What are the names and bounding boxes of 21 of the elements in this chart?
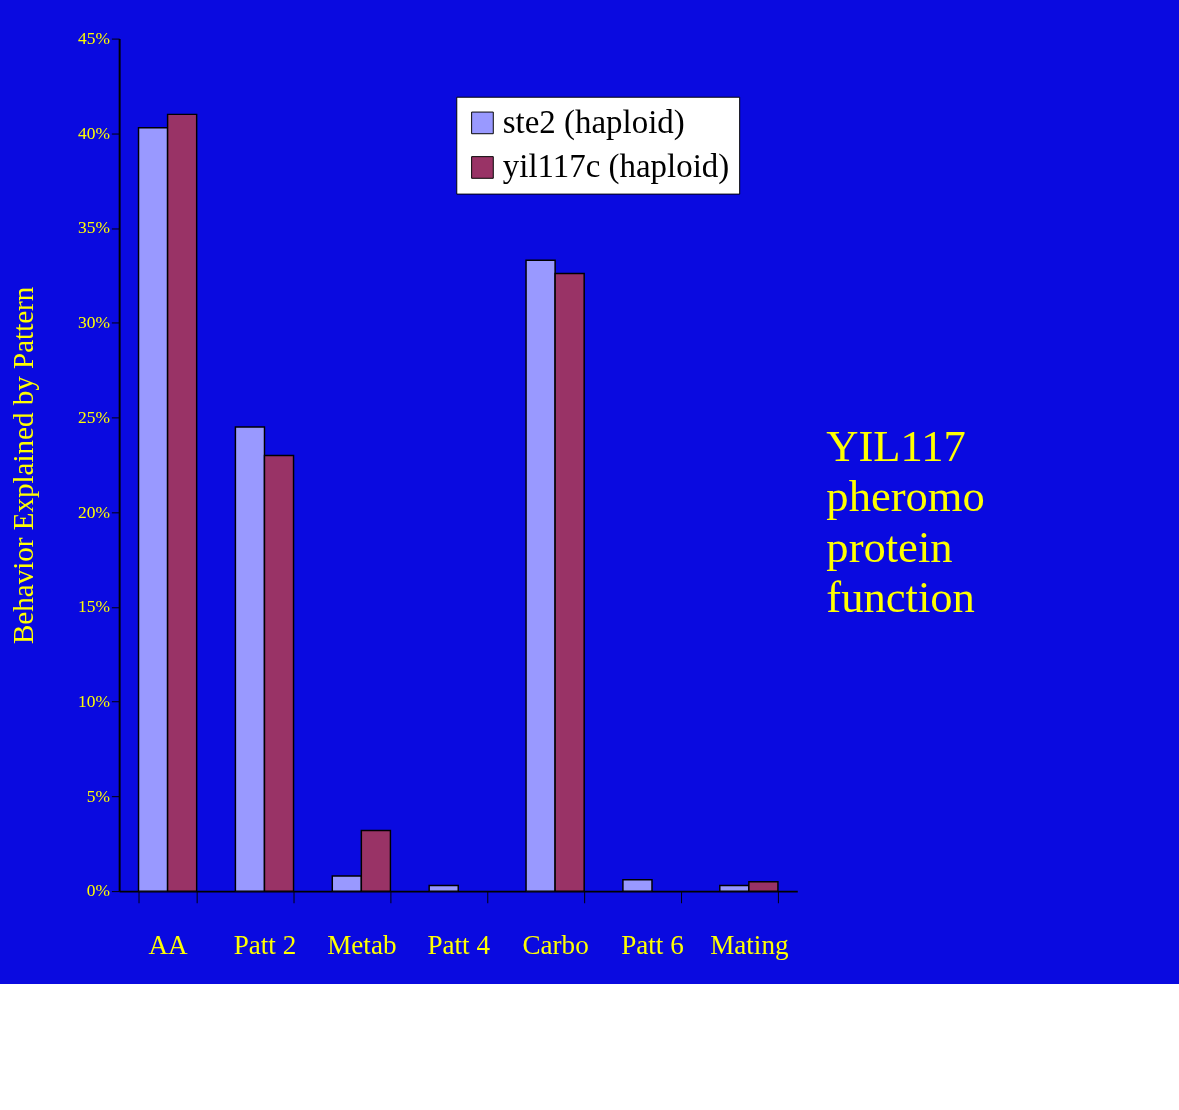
y-axis-title: Behavior Explained by Pattern [7, 286, 40, 645]
legend-label: ste2 (haploid) [502, 103, 685, 141]
y-tick-label: 0% [86, 880, 110, 901]
y-tick-label: 15% [78, 596, 110, 617]
x-tick-label: Patt 2 [233, 929, 297, 960]
x-tick-label: AA [148, 929, 189, 960]
x-tick-label: Mating [710, 929, 789, 960]
y-tick-label: 25% [78, 406, 110, 427]
y-tick-label: 20% [78, 501, 110, 522]
y-tick-label: 45% [78, 27, 110, 48]
legend-label: yil117c (haploid) [502, 148, 730, 186]
y-tick-label: 35% [78, 217, 110, 238]
x-tick-label: Metab [327, 929, 397, 960]
x-tick-label: Carbo [522, 929, 589, 960]
text: YIL117 pheromo protein function [826, 421, 985, 623]
y-tick-label: 30% [78, 312, 110, 333]
y-tick-label: 40% [78, 122, 110, 143]
x-tick-label: Patt 4 [427, 929, 491, 960]
y-tick-label: 10% [78, 691, 110, 712]
y-tick-label: 5% [86, 785, 110, 806]
x-tick-label: Patt 6 [621, 929, 684, 960]
